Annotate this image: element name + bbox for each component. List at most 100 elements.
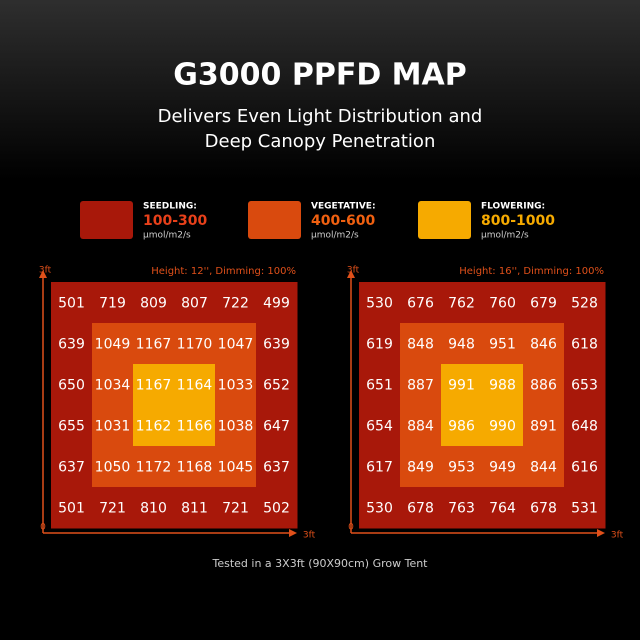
map-cell	[523, 323, 565, 365]
map-cell	[441, 405, 483, 447]
ppfd-value: 886	[530, 378, 557, 394]
ppfd-value: 986	[448, 419, 475, 435]
map-cell	[92, 405, 134, 447]
title: G3000 PPFD MAP	[173, 58, 466, 93]
ppfd-value: 678	[407, 501, 434, 517]
map-cell	[482, 487, 524, 529]
map-cell	[256, 282, 298, 324]
ppfd-value: 501	[58, 501, 85, 517]
map-cell	[523, 446, 565, 488]
map-cell	[359, 405, 401, 447]
ppfd-value: 1049	[95, 337, 131, 353]
map-cell	[92, 282, 134, 324]
x-max-label: 3ft	[611, 531, 624, 541]
y-max-label: 3ft	[39, 266, 52, 276]
map-cell	[256, 487, 298, 529]
ppfd-value: 531	[571, 501, 598, 517]
map-cell	[215, 364, 257, 406]
ppfd-value: 884	[407, 419, 434, 435]
map-cell	[174, 446, 216, 488]
map-cell	[133, 323, 175, 365]
ppfd-value: 617	[366, 460, 393, 476]
legend-label: VEGETATIVE:	[311, 202, 376, 212]
ppfd-value: 1047	[218, 337, 254, 353]
map-cell	[92, 364, 134, 406]
map-cell	[174, 405, 216, 447]
ppfd-value: 639	[263, 337, 290, 353]
map-cell	[400, 364, 442, 406]
ppfd-value: 764	[489, 501, 516, 517]
ppfd-value: 811	[181, 501, 208, 517]
map-cell	[92, 446, 134, 488]
subtitle: Delivers Even Light Distribution and	[158, 106, 483, 127]
legend-label: SEEDLING:	[143, 202, 197, 212]
ppfd-value: 637	[263, 460, 290, 476]
map-cell	[523, 487, 565, 529]
ppfd-value: 1050	[95, 460, 131, 476]
footnote: Tested in a 3X3ft (90X90cm) Grow Tent	[212, 557, 429, 570]
ppfd-value: 807	[181, 296, 208, 312]
map-cell	[564, 282, 606, 324]
map-cell	[482, 323, 524, 365]
ppfd-value: 1164	[177, 378, 213, 394]
ppfd-value: 951	[489, 337, 516, 353]
ppfd-value: 678	[530, 501, 557, 517]
ppfd-value: 763	[448, 501, 475, 517]
ppfd-value: 679	[530, 296, 557, 312]
x-max-label: 3ft	[303, 531, 316, 541]
y-axis-arrow	[39, 270, 47, 278]
map-cell	[400, 323, 442, 365]
ppfd-value: 652	[263, 378, 290, 394]
map-cell	[359, 323, 401, 365]
map-cell	[133, 446, 175, 488]
legend-label: FLOWERING:	[481, 202, 545, 212]
ppfd-value: 647	[263, 419, 290, 435]
ppfd-value: 721	[222, 501, 249, 517]
ppfd-value: 949	[489, 460, 516, 476]
ppfd-value: 639	[58, 337, 85, 353]
map-cell	[215, 282, 257, 324]
y-axis-arrow	[347, 270, 355, 278]
light-fixture-glow	[0, 0, 640, 180]
map-cell	[359, 364, 401, 406]
ppfd-value: 990	[489, 419, 516, 435]
ppfd-value: 991	[448, 378, 475, 394]
ppfd-value: 530	[366, 296, 393, 312]
ppfd-value: 721	[99, 501, 126, 517]
ppfd-value: 722	[222, 296, 249, 312]
map-cell	[482, 364, 524, 406]
origin-label: 0	[348, 523, 354, 533]
map-cell	[133, 282, 175, 324]
map-cell	[523, 282, 565, 324]
map-cell	[523, 405, 565, 447]
map-cell	[564, 446, 606, 488]
ppfd-value: 501	[58, 296, 85, 312]
legend-unit: μmol/m2/s	[311, 231, 359, 241]
ppfd-value: 616	[571, 460, 598, 476]
ppfd-value: 953	[448, 460, 475, 476]
ppfd-value: 846	[530, 337, 557, 353]
map-cell	[174, 487, 216, 529]
x-axis-arrow	[289, 529, 297, 537]
ppfd-value: 1168	[177, 460, 213, 476]
ppfd-value: 651	[366, 378, 393, 394]
map-cell	[359, 487, 401, 529]
map-cell	[482, 405, 524, 447]
ppfd-value: 1034	[95, 378, 131, 394]
map-cell	[51, 446, 93, 488]
map-cell	[215, 446, 257, 488]
ppfd-value: 809	[140, 296, 167, 312]
ppfd-value: 654	[366, 419, 393, 435]
ppfd-value: 762	[448, 296, 475, 312]
map-cell	[441, 323, 483, 365]
ppfd-value: 648	[571, 419, 598, 435]
ppfd-value: 1031	[95, 419, 131, 435]
ppfd-value: 1166	[177, 419, 213, 435]
map-cell	[400, 446, 442, 488]
map-cell	[51, 405, 93, 447]
ppfd-value: 499	[263, 296, 290, 312]
ppfd-value: 502	[263, 501, 290, 517]
ppfd-value: 637	[58, 460, 85, 476]
legend-swatch	[80, 201, 133, 239]
